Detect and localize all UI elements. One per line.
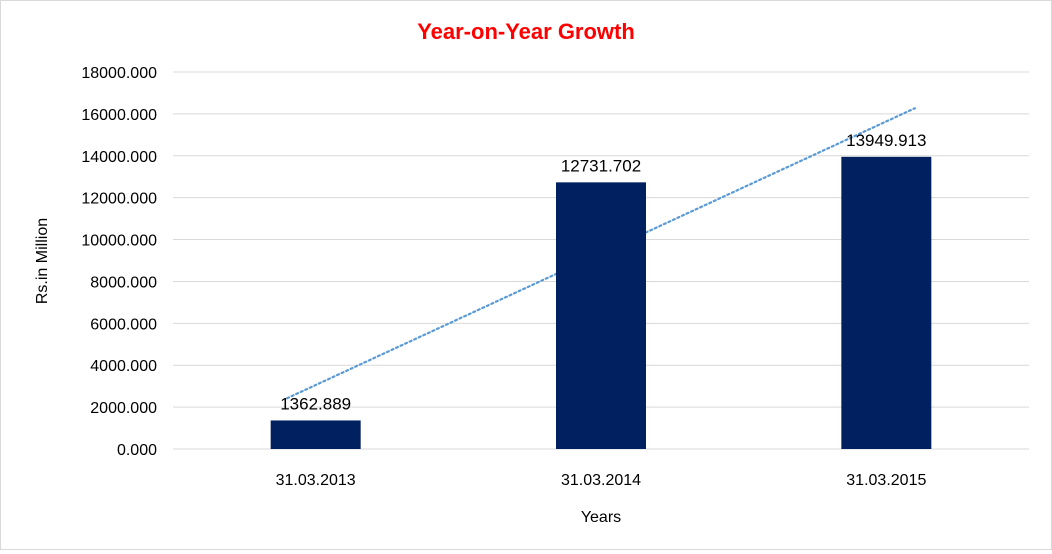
y-tick-label: 8000.000 (90, 274, 157, 291)
x-axis-label: Years (581, 509, 621, 526)
bars (270, 156, 932, 450)
x-tick-label: 31.03.2013 (276, 472, 356, 489)
x-axis-ticks: 31.03.2013 31.03.2014 31.03.2015 (276, 472, 927, 489)
y-tick-label: 18000.000 (81, 65, 157, 82)
y-axis-ticks: 0.000 2000.000 4000.000 6000.000 8000.000 100… (81, 65, 157, 459)
data-label: 1362.889 (280, 394, 351, 413)
y-tick-label: 6000.000 (90, 316, 157, 333)
y-tick-label: 12000.000 (81, 191, 157, 208)
bar (841, 156, 932, 449)
y-tick-label: 10000.000 (81, 233, 157, 250)
y-tick-label: 4000.000 (90, 358, 157, 375)
data-label: 12731.702 (561, 156, 641, 175)
y-tick-label: 2000.000 (90, 400, 157, 417)
bar (556, 182, 646, 450)
chart-title: Year-on-Year Growth (417, 19, 635, 44)
bar (270, 420, 361, 449)
data-labels: 1362.889 12731.702 13949.913 (280, 131, 926, 414)
y-tick-label: 0.000 (117, 442, 157, 459)
data-label: 13949.913 (846, 131, 926, 150)
y-tick-label: 16000.000 (81, 107, 157, 124)
x-tick-label: 31.03.2015 (846, 472, 926, 489)
x-tick-label: 31.03.2014 (561, 472, 641, 489)
y-axis-label: Rs.in Million (34, 218, 51, 304)
y-tick-label: 14000.000 (81, 149, 157, 166)
